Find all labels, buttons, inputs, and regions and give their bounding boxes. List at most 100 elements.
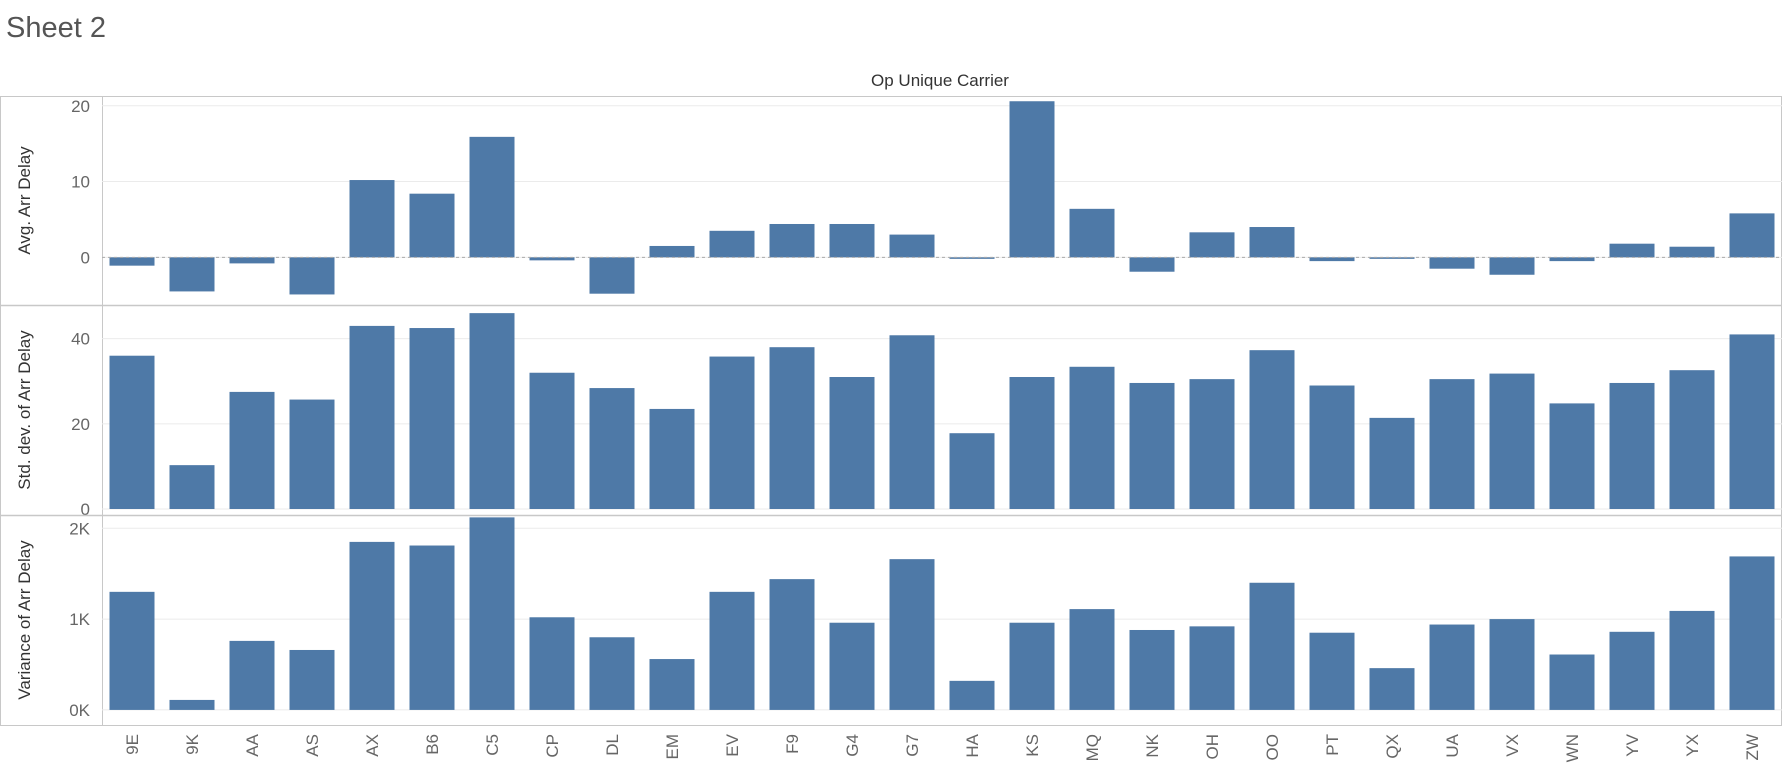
bar-9k [169, 465, 215, 509]
bar-cp [529, 617, 575, 710]
bar-oo [1249, 350, 1295, 509]
x-tick-label: YV [1623, 733, 1642, 756]
bar-ua [1429, 624, 1475, 710]
x-tick-label: G4 [843, 734, 862, 757]
x-tick-label: UA [1443, 733, 1462, 757]
x-tick-label: 9K [183, 733, 202, 754]
x-axis-header: Op Unique Carrier [871, 71, 1009, 90]
bar-wn [1549, 654, 1595, 710]
x-tick-label: OO [1263, 734, 1282, 760]
x-tick-label: HA [963, 733, 982, 757]
y-tick-label: 0 [81, 500, 90, 519]
bar-pt [1309, 632, 1355, 710]
chart-panels: 0 10 20 Avg. Arr Delay 0 20 40 Std. dev. of Arr… [0, 97, 1782, 720]
bar-9e [109, 257, 155, 266]
bar-zw [1729, 556, 1775, 710]
y-axis-label: Avg. Arr Delay [15, 146, 34, 255]
x-tick-label: NK [1143, 733, 1162, 757]
bar-c5 [469, 136, 515, 258]
bar-f9 [769, 347, 815, 509]
bar-b6 [409, 193, 455, 258]
bar-oh [1189, 232, 1235, 258]
bar-c5 [469, 313, 515, 509]
x-tick-label: KS [1023, 734, 1042, 757]
bar-ha [949, 680, 995, 710]
bar-wn [1549, 403, 1595, 509]
x-tick-label: EV [723, 733, 742, 756]
bar-yx [1669, 610, 1715, 710]
y-axis-label: Std. dev. of Arr Delay [15, 330, 34, 490]
bar-ev [709, 230, 755, 258]
x-tick-label: C5 [483, 734, 502, 756]
bar-9k [169, 699, 215, 710]
sheet-title: Sheet 2 [6, 12, 106, 44]
bar-yv [1609, 382, 1655, 509]
bar-oh [1189, 379, 1235, 509]
y-tick-label: 0K [69, 701, 90, 720]
bar-cp [529, 257, 575, 261]
bar-dl [589, 388, 635, 509]
x-tick-label: YX [1683, 734, 1702, 757]
bar-mq [1069, 609, 1115, 710]
bar-aa [229, 257, 275, 264]
bar-mq [1069, 366, 1115, 509]
bar-oo [1249, 227, 1295, 258]
bar-b6 [409, 545, 455, 710]
bar-oo [1249, 582, 1295, 710]
bar-f9 [769, 223, 815, 258]
bar-g4 [829, 622, 875, 710]
bar-g4 [829, 223, 875, 258]
x-tick-label: F9 [783, 734, 802, 754]
bar-yx [1669, 370, 1715, 509]
bar-9e [109, 355, 155, 509]
bar-wn [1549, 257, 1595, 262]
bar-nk [1129, 629, 1175, 710]
bar-g7 [889, 234, 935, 258]
bar-ax [349, 325, 395, 509]
outer-frame [0, 96, 1782, 726]
bar-nk [1129, 257, 1175, 272]
bar-ax [349, 180, 395, 258]
bar-zw [1729, 334, 1775, 509]
panel-2: 0 20 40 Std. dev. of Arr Delay [0, 304, 1782, 519]
x-tick-label: ZW [1743, 734, 1762, 760]
x-tick-label: WN [1563, 734, 1582, 762]
bar-yv [1609, 631, 1655, 710]
x-tick-label: MQ [1083, 734, 1102, 761]
y-axis-label: Variance of Arr Delay [15, 540, 34, 700]
x-tick-label: DL [603, 734, 622, 756]
bar-em [649, 408, 695, 509]
x-tick-label: QX [1383, 734, 1402, 759]
bar-b6 [409, 328, 455, 509]
bar-dl [589, 257, 635, 294]
y-tick-label: 2K [69, 519, 90, 538]
x-tick-label: OH [1203, 734, 1222, 760]
x-tick-label: PT [1323, 734, 1342, 756]
y-tick-label: 40 [71, 330, 90, 349]
bar-em [649, 659, 695, 710]
bar-ks [1009, 622, 1055, 710]
bar-ha [949, 257, 995, 259]
bar-ks [1009, 377, 1055, 509]
bar-as [289, 257, 335, 295]
bar-c5 [469, 517, 515, 710]
bar-dl [589, 637, 635, 710]
y-tick-label: 20 [71, 97, 90, 116]
bar-ks [1009, 101, 1055, 258]
bar-g4 [829, 377, 875, 509]
bar-ua [1429, 257, 1475, 269]
bar-qx [1369, 257, 1415, 259]
bar-ha [949, 433, 995, 509]
bar-yv [1609, 243, 1655, 258]
bar-nk [1129, 382, 1175, 509]
bar-ua [1429, 379, 1475, 509]
x-tick-label: EM [663, 734, 682, 760]
x-tick-label: G7 [903, 734, 922, 757]
bar-ev [709, 356, 755, 509]
bar-pt [1309, 257, 1355, 262]
bar-9k [169, 257, 215, 292]
bar-vx [1489, 257, 1535, 275]
x-tick-label: AX [363, 734, 382, 757]
bar-as [289, 399, 335, 509]
